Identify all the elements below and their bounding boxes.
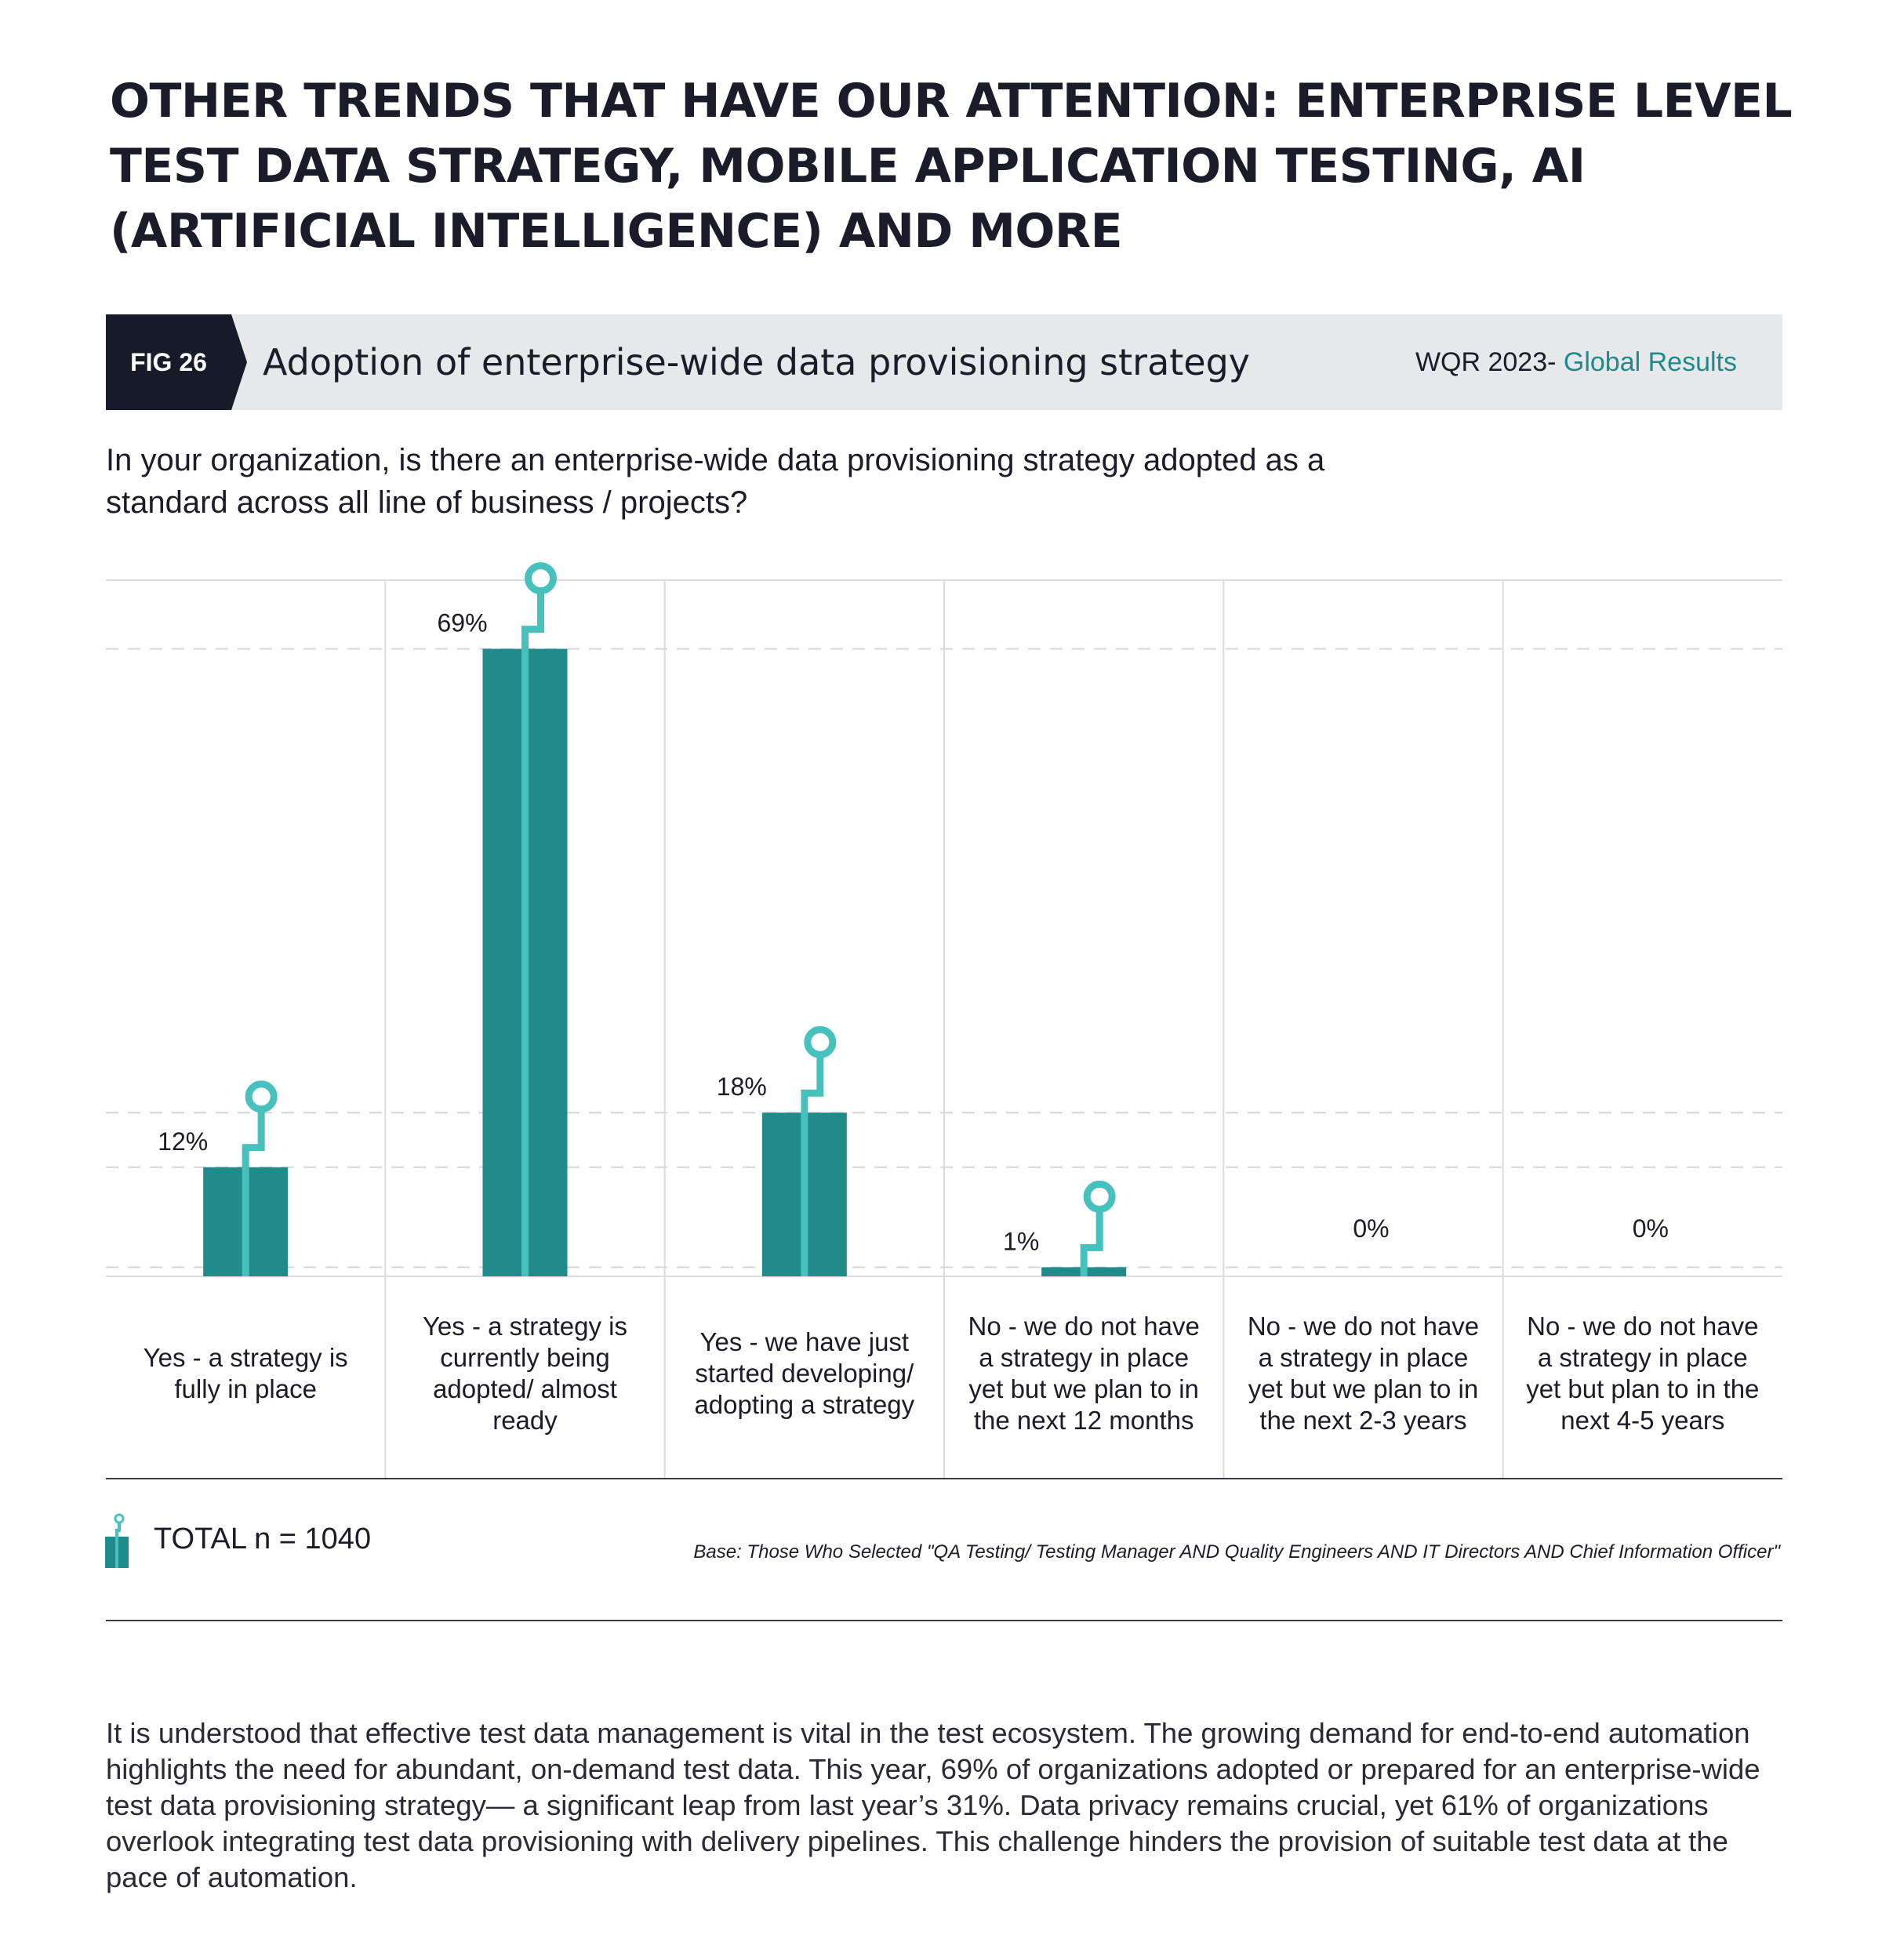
- category-label: Yes - a strategy is fully in place: [106, 1276, 385, 1471]
- bar-marker-icon: [105, 1513, 129, 1568]
- body-paragraph: It is understood that effective test dat…: [106, 1717, 1760, 1893]
- category-label-text: No - we do not have a strategy in place …: [1526, 1312, 1760, 1435]
- category-label: No - we do not have a strategy in place …: [944, 1276, 1223, 1471]
- bottom-divider: [106, 1620, 1782, 1621]
- category-label-text: No - we do not have a strategy in place …: [968, 1312, 1200, 1435]
- category-label: No - we do not have a strategy in place …: [1503, 1276, 1782, 1471]
- category-label-text: Yes - a strategy is currently being adop…: [422, 1312, 628, 1435]
- survey-question: In your organization, is there an enterp…: [106, 443, 1325, 520]
- data-label: 1%: [1003, 1227, 1039, 1255]
- category-label: Yes - we have just started developing/ a…: [665, 1276, 944, 1471]
- bar-marker-ring: [245, 1080, 278, 1113]
- figure-title: Adoption of enterprise-wide data provisi…: [263, 341, 1251, 383]
- category-label: No - we do not have a strategy in place …: [1223, 1276, 1502, 1471]
- bar-marker-stem: [801, 1056, 824, 1276]
- data-label: 69%: [437, 609, 487, 637]
- data-label: 18%: [717, 1073, 767, 1101]
- figure-banner: FIG 26 Adoption of enterprise-wide data …: [106, 314, 1782, 410]
- figure-source: WQR 2023- Global Results: [1415, 314, 1737, 410]
- category-label-text: Yes - we have just started developing/ a…: [694, 1327, 915, 1419]
- source-accent: Global Results: [1563, 347, 1737, 377]
- category-label: Yes - a strategy is currently being adop…: [385, 1276, 664, 1471]
- bar-marker-stem: [1080, 1210, 1103, 1276]
- category-label-text: No - we do not have a strategy in place …: [1247, 1312, 1480, 1435]
- page-title: OTHER TRENDS THAT HAVE OUR ATTENTION: EN…: [110, 74, 1793, 259]
- bar-marker-ring: [1083, 1180, 1116, 1213]
- data-label: 0%: [1633, 1214, 1669, 1243]
- bar-marker-stem: [521, 592, 544, 1276]
- category-label-text: Yes - a strategy is fully in place: [143, 1343, 348, 1403]
- bar-chart: 12% 69% 18% 1% 0% 0%: [106, 562, 1782, 1479]
- data-label: 0%: [1353, 1214, 1389, 1243]
- figure-tag-arrow: [231, 314, 247, 410]
- source-prefix: WQR 2023-: [1415, 347, 1564, 377]
- data-label: 12%: [158, 1127, 208, 1156]
- bar-marker-ring: [804, 1025, 837, 1058]
- base-note: Base: Those Who Selected "QA Testing/ Te…: [693, 1541, 1780, 1563]
- legend-label: TOTAL n = 1040: [154, 1523, 372, 1555]
- bar-marker-ring: [525, 562, 557, 595]
- bar-marker-stem: [242, 1110, 265, 1276]
- figure-tag: FIG 26: [106, 314, 231, 410]
